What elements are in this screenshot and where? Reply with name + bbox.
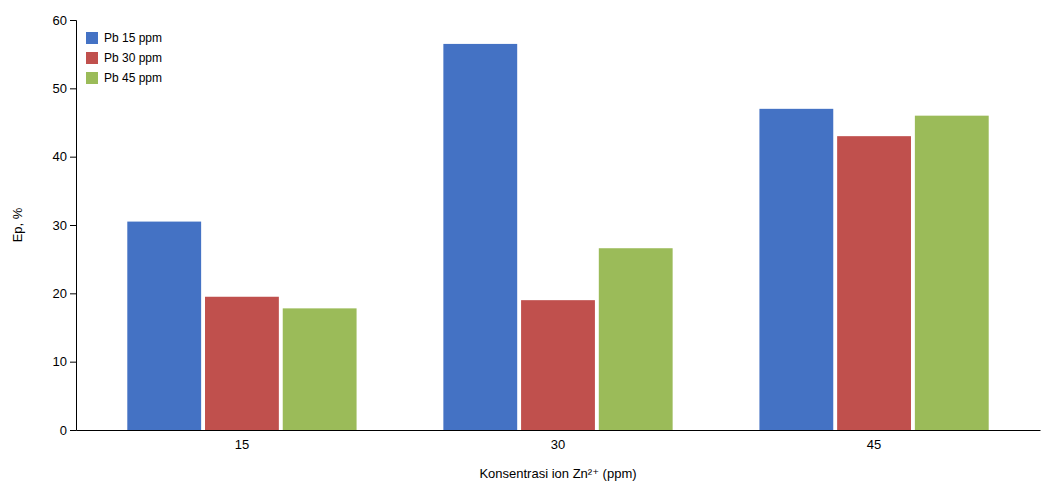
y-tick: 20	[53, 286, 76, 301]
x-tick: 30	[551, 430, 565, 452]
bar	[915, 116, 989, 430]
x-tick: 15	[235, 430, 249, 452]
legend-swatch	[86, 52, 98, 64]
legend-item: Pb 30 ppm	[86, 51, 162, 65]
plot: 0102030405060153045Pb 15 ppmPb 30 ppmPb …	[53, 13, 1041, 453]
bar-series	[283, 116, 989, 430]
legend: Pb 15 ppm Pb 30 ppm Pb 45 ppm	[86, 31, 162, 85]
legend-item: Pb 45 ppm	[86, 71, 162, 85]
y-tick-label: 0	[60, 423, 67, 438]
y-tick-mark	[70, 225, 76, 226]
legend-label: Pb 30 ppm	[104, 51, 162, 65]
y-tick-mark	[70, 157, 76, 158]
y-tick-label: 40	[53, 149, 67, 164]
x-axis: 15 30 45	[77, 430, 1041, 452]
y-axis-title: Ep, %	[10, 207, 25, 242]
legend-swatch	[86, 32, 98, 44]
y-tick-mark	[70, 362, 76, 363]
y-tick-label: 30	[53, 218, 67, 233]
x-tick: 45	[867, 430, 881, 452]
y-tick-label: 10	[53, 354, 67, 369]
bar	[759, 109, 833, 430]
bar	[443, 44, 517, 430]
bar	[127, 222, 201, 430]
y-axis-line	[70, 21, 77, 431]
legend-item: Pb 15 ppm	[86, 31, 162, 45]
chart: 0102030405060153045Pb 15 ppmPb 30 ppmPb …	[0, 0, 1064, 494]
legend-label: Pb 45 ppm	[104, 71, 162, 85]
y-tick-label: 50	[53, 81, 67, 96]
y-tick: 0	[60, 423, 76, 438]
y-tick: 30	[53, 218, 76, 233]
x-axis-title: Konsentrasi ion Zn²⁺ (ppm)	[479, 466, 636, 481]
bar-series	[205, 136, 911, 430]
bar	[521, 300, 595, 430]
legend-swatch	[86, 72, 98, 84]
y-tick: 50	[53, 81, 76, 96]
x-tick-label: 30	[551, 437, 565, 452]
y-tick-label: 60	[53, 13, 67, 28]
bar	[599, 248, 673, 430]
y-tick: 10	[53, 354, 76, 369]
bars	[127, 44, 988, 430]
legend-label: Pb 15 ppm	[104, 31, 162, 45]
y-axis: 0 10 20 30 40 50 60	[53, 13, 77, 438]
bar-series	[127, 44, 833, 430]
bar	[283, 308, 357, 430]
y-tick-mark	[70, 430, 76, 431]
bar	[205, 297, 279, 430]
y-tick-mark	[70, 293, 76, 294]
x-tick-label: 45	[867, 437, 881, 452]
y-tick: 40	[53, 149, 76, 164]
y-tick-label: 20	[53, 286, 67, 301]
y-tick-mark	[70, 20, 76, 21]
x-tick-label: 15	[235, 437, 249, 452]
bar	[837, 136, 911, 430]
x-axis-line	[77, 430, 1041, 431]
y-tick-mark	[70, 88, 76, 89]
y-tick: 60	[53, 13, 76, 28]
